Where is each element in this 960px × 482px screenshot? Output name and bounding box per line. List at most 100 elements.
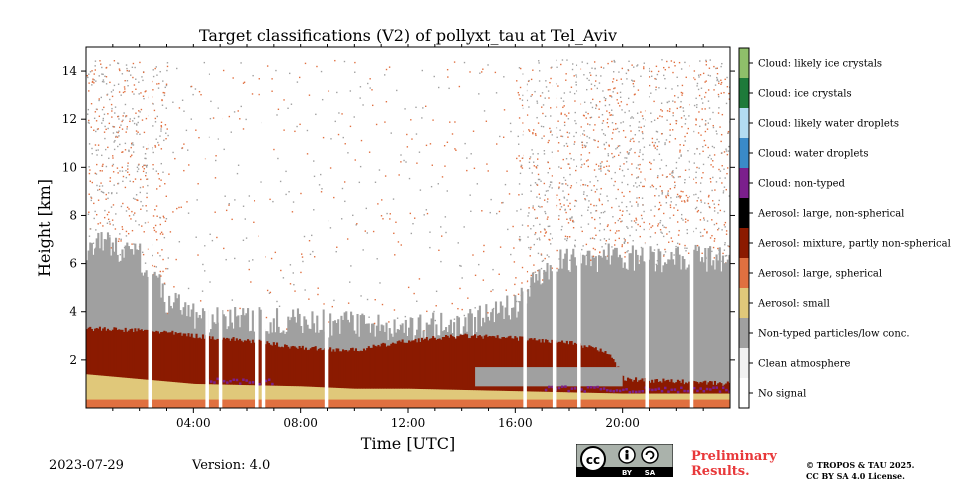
mixture-aerosol-column	[472, 335, 475, 408]
sparse-signal-dot	[604, 243, 607, 245]
sparse-signal-dot	[132, 180, 135, 183]
sparse-signal-dot	[684, 244, 686, 247]
sparse-signal-dot	[242, 205, 245, 207]
sparse-signal-dot	[560, 167, 562, 169]
small-aerosol-column	[192, 383, 195, 408]
sparse-signal-dot	[545, 231, 548, 233]
nontyped-column	[594, 256, 597, 408]
sparse-signal-dot	[463, 61, 466, 64]
sparse-signal-dot	[196, 199, 198, 201]
sparse-signal-dot	[548, 139, 550, 142]
sparse-signal-dot	[163, 92, 166, 94]
sparse-signal-dot	[273, 148, 275, 151]
sparse-signal-dot	[448, 87, 450, 90]
sparse-signal-dot	[280, 269, 282, 272]
sparse-signal-dot	[167, 257, 169, 259]
sparse-signal-dot	[653, 119, 656, 121]
sparse-signal-dot	[580, 226, 582, 228]
sparse-signal-dot	[687, 149, 689, 152]
sparse-signal-dot	[726, 172, 728, 175]
sparse-signal-dot	[695, 118, 697, 120]
small-aerosol-column	[356, 388, 359, 408]
sparse-signal-dot	[721, 62, 723, 65]
sparse-signal-dot	[368, 316, 370, 318]
sparse-signal-dot	[354, 71, 356, 73]
mixture-aerosol-column	[449, 334, 452, 408]
sparse-signal-dot	[651, 225, 654, 227]
sparse-signal-dot	[227, 309, 229, 312]
sparse-signal-dot	[230, 131, 232, 133]
sparse-signal-dot	[568, 163, 570, 165]
copyright-line-2: CC BY SA 4.0 License.	[806, 471, 905, 481]
sparse-signal-dot	[621, 169, 624, 172]
sparse-signal-dot	[673, 254, 675, 256]
small-aerosol-column	[267, 385, 271, 408]
sparse-signal-dot	[418, 278, 421, 280]
mixture-aerosol-column	[94, 328, 97, 408]
sparse-signal-dot	[674, 101, 676, 103]
sparse-signal-dot	[365, 207, 367, 210]
sparse-signal-dot	[104, 148, 107, 151]
sparse-signal-dot	[121, 170, 124, 172]
small-aerosol-column	[472, 390, 475, 408]
sparse-signal-dot	[720, 133, 723, 136]
sparse-signal-dot	[142, 186, 144, 188]
sparse-signal-dot	[608, 165, 610, 167]
sparse-signal-dot	[147, 147, 150, 150]
sparse-signal-dot	[336, 246, 338, 248]
sparse-signal-dot	[321, 188, 323, 190]
sparse-signal-dot	[161, 99, 163, 101]
mixture-aerosol-column	[398, 340, 401, 408]
sparse-signal-dot	[575, 131, 577, 134]
sparse-signal-dot	[548, 186, 551, 188]
colorbar-swatch	[739, 258, 749, 288]
mixture-aerosol-column	[464, 333, 467, 408]
sparse-signal-dot	[573, 92, 576, 95]
sparse-signal-dot	[288, 191, 290, 193]
sparse-signal-dot	[627, 69, 629, 71]
sparse-signal-dot	[550, 107, 552, 109]
small-aerosol-column	[327, 387, 330, 408]
mixture-aerosol-column	[343, 350, 346, 408]
small-aerosol-column	[382, 388, 385, 408]
sparse-signal-dot	[698, 167, 700, 169]
sparse-signal-dot	[567, 118, 570, 120]
small-aerosol-column	[366, 388, 369, 408]
sparse-signal-dot	[127, 168, 129, 170]
sparse-signal-dot	[93, 117, 96, 120]
sparse-signal-dot	[110, 91, 113, 93]
sparse-signal-dot	[605, 165, 608, 168]
sparse-signal-dot	[158, 144, 160, 146]
sparse-signal-dot	[643, 210, 645, 213]
small-aerosol-column	[353, 388, 356, 408]
sparse-signal-dot	[613, 184, 615, 187]
sparse-signal-dot	[388, 321, 390, 323]
small-aerosol-column	[433, 389, 436, 408]
sparse-signal-dot	[140, 108, 143, 111]
sparse-signal-dot	[176, 207, 178, 210]
no-signal-gap	[205, 47, 209, 408]
sparse-signal-dot	[528, 161, 531, 164]
sparse-signal-dot	[624, 111, 626, 114]
sparse-signal-dot	[594, 80, 597, 82]
sparse-signal-dot	[151, 264, 153, 267]
sparse-signal-dot	[451, 302, 453, 305]
sparse-signal-dot	[335, 250, 337, 253]
sparse-signal-dot	[580, 154, 582, 156]
sparse-signal-dot	[621, 83, 624, 85]
sparse-signal-dot	[410, 232, 413, 235]
cloud-nontyped-dot	[638, 390, 641, 393]
sparse-signal-dot	[602, 211, 605, 214]
sparse-signal-dot	[440, 226, 442, 228]
mixture-aerosol-column	[132, 331, 135, 408]
sparse-signal-dot	[512, 225, 514, 228]
sparse-signal-dot	[517, 293, 520, 295]
sparse-signal-dot	[723, 91, 725, 94]
nontyped-column	[90, 243, 93, 408]
sparse-signal-dot	[537, 178, 540, 181]
sparse-signal-dot	[608, 170, 610, 172]
sparse-signal-dot	[520, 166, 522, 168]
sparse-signal-dot	[200, 93, 202, 96]
small-aerosol-column	[226, 384, 229, 408]
